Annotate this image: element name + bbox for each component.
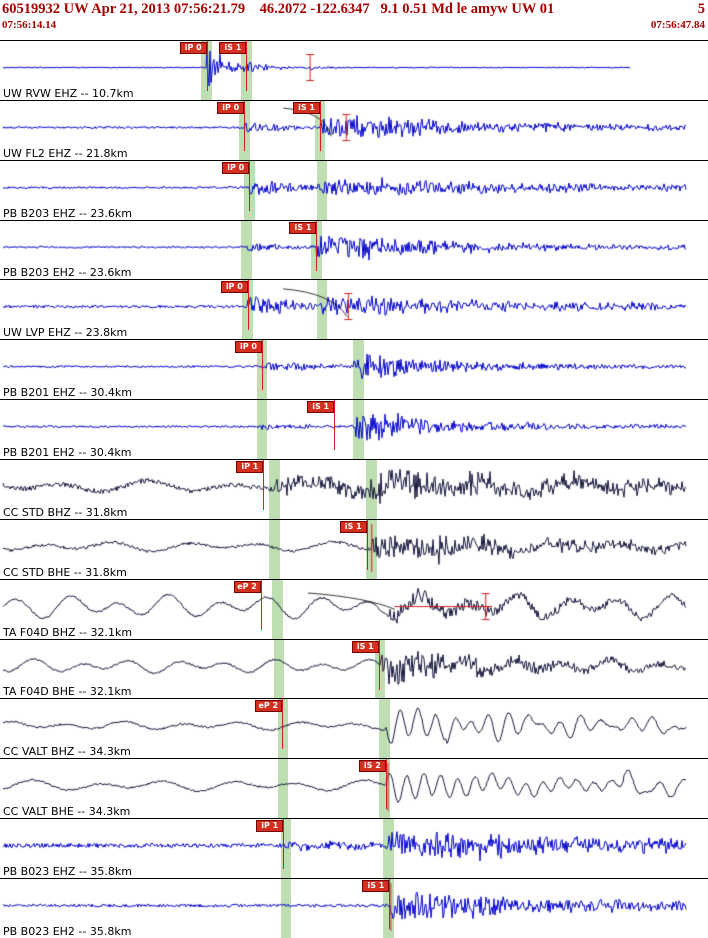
pick-time-line[interactable]: [378, 639, 380, 690]
trace-row[interactable]: TA F04D BHE -- 32.1km iS 1: [0, 639, 708, 700]
event-flag: 5: [697, 1, 705, 17]
pick-time-line[interactable]: [247, 280, 249, 331]
trace-row[interactable]: CC STD BHZ -- 31.8km iP 1: [0, 460, 708, 520]
waveform-canvas[interactable]: [0, 280, 708, 340]
event-header: 60519932 UW Apr 21, 2013 07:56:21.79 46.…: [0, 0, 708, 41]
trace-row[interactable]: CC VALT BHZ -- 34.3km eP 2: [0, 699, 708, 760]
trace-list: UW RVW EHZ -- 10.7km iP 0 iS 1 UW FL2 EHZ…: [0, 41, 708, 938]
trace-row[interactable]: UW LVP EHZ -- 23.8km iP 0: [0, 280, 708, 341]
channel-label: TA F04D BHZ -- 32.1km: [3, 625, 133, 639]
waveform-canvas[interactable]: [0, 699, 708, 759]
trace-row[interactable]: PB B201 EH2 -- 30.4km iS 1: [0, 400, 708, 461]
trace-row[interactable]: PB B201 EHZ -- 30.4km iP 0: [0, 340, 708, 401]
channel-label: UW LVP EHZ -- 23.8km: [3, 326, 128, 340]
pick-label-box[interactable]: iS 1: [219, 42, 247, 54]
trace-row[interactable]: PB B023 EH2 -- 35.8km iS 1: [0, 879, 708, 938]
event-summary-line: 60519932 UW Apr 21, 2013 07:56:21.79 46.…: [2, 1, 705, 18]
channel-label: CC VALT BHE -- 34.3km: [3, 805, 131, 819]
channel-label: PB B201 EHZ -- 30.4km: [3, 386, 132, 400]
time-window-line: 07:56:14.14 07:56:47.84: [2, 19, 705, 31]
trace-row[interactable]: TA F04D BHZ -- 32.1km eP 2: [0, 579, 708, 640]
window-start-time: 07:56:14.14: [2, 19, 57, 31]
pick-label-box[interactable]: iS 1: [307, 401, 335, 414]
channel-label: PB B023 EH2 -- 35.8km: [3, 924, 132, 938]
pick-label-box[interactable]: iP 0: [222, 161, 250, 174]
channel-label: UW FL2 EHZ -- 21.8km: [3, 146, 128, 160]
trace-row[interactable]: PB B203 EH2 -- 23.6km iS 1: [0, 220, 708, 281]
pick-label-box[interactable]: iP 0: [179, 42, 207, 54]
event-summary: 60519932 UW Apr 21, 2013 07:56:21.79 46.…: [2, 1, 555, 17]
waveform-canvas[interactable]: [0, 340, 708, 400]
pick-label-box[interactable]: iP 0: [234, 341, 262, 354]
waveform-canvas[interactable]: [0, 400, 708, 460]
pick-time-line[interactable]: [334, 400, 336, 451]
trace-row[interactable]: CC VALT BHE -- 34.3km iS 2: [0, 759, 708, 820]
trace-row[interactable]: PB B203 EHZ -- 23.6km iP 0: [0, 160, 708, 221]
channel-label: CC VALT BHZ -- 34.3km: [3, 745, 131, 759]
pick-time-line[interactable]: [385, 759, 387, 810]
waveform-canvas[interactable]: [0, 220, 708, 280]
pick-label-box[interactable]: iS 1: [289, 221, 317, 234]
channel-label: PB B203 EHZ -- 23.6km: [3, 206, 132, 220]
pick-label-box[interactable]: iS 1: [362, 880, 390, 893]
waveform-canvas[interactable]: [0, 460, 708, 519]
pick-label-box[interactable]: iS 1: [351, 640, 379, 653]
trace-row[interactable]: PB B023 EHZ -- 35.8km iP 1: [0, 819, 708, 880]
pick-label-box[interactable]: iS 1: [339, 520, 367, 533]
window-end-time: 07:56:47.84: [650, 19, 705, 31]
channel-label: CC STD BHZ -- 31.8km: [3, 505, 128, 519]
pick-time-line[interactable]: [263, 460, 265, 511]
pick-time-line[interactable]: [246, 41, 248, 91]
waveform-canvas[interactable]: [0, 879, 708, 938]
waveform-canvas[interactable]: [0, 100, 708, 160]
channel-label: UW RVW EHZ -- 10.7km: [3, 86, 134, 100]
waveform-canvas[interactable]: [0, 41, 708, 100]
pick-time-line[interactable]: [283, 819, 285, 870]
pick-label-box[interactable]: iP 0: [217, 101, 245, 114]
waveform-canvas[interactable]: [0, 819, 708, 879]
pick-time-line[interactable]: [249, 160, 251, 211]
pick-time-line[interactable]: [316, 220, 318, 271]
channel-label: TA F04D BHE -- 32.1km: [3, 685, 132, 699]
pick-label-box[interactable]: iP 1: [256, 820, 284, 833]
trace-row[interactable]: UW RVW EHZ -- 10.7km iP 0 iS 1: [0, 41, 708, 101]
channel-label: PB B203 EH2 -- 23.6km: [3, 266, 132, 280]
pick-label-box[interactable]: iS 1: [293, 101, 321, 114]
pick-time-line[interactable]: [260, 579, 262, 630]
waveform-canvas[interactable]: [0, 759, 708, 819]
pick-time-line[interactable]: [281, 699, 283, 750]
pick-time-line[interactable]: [389, 879, 391, 930]
pick-label-box[interactable]: iS 2: [358, 760, 386, 773]
waveform-canvas[interactable]: [0, 579, 708, 639]
channel-label: PB B023 EHZ -- 35.8km: [3, 865, 132, 879]
pick-time-line[interactable]: [206, 41, 208, 91]
trace-row[interactable]: CC STD BHE -- 31.8km iS 1: [0, 519, 708, 580]
trace-row[interactable]: UW FL2 EHZ -- 21.8km iP 0 iS 1: [0, 100, 708, 161]
channel-label: CC STD BHE -- 31.8km: [3, 565, 127, 579]
waveform-canvas[interactable]: [0, 160, 708, 220]
pick-label-box[interactable]: iP 0: [220, 281, 248, 294]
pick-label-box[interactable]: iP 1: [236, 461, 264, 474]
pick-time-line[interactable]: [244, 100, 246, 151]
pick-time-line[interactable]: [261, 340, 263, 391]
channel-label: PB B201 EH2 -- 30.4km: [3, 446, 132, 460]
pick-label-box[interactable]: eP 2: [254, 700, 282, 713]
pick-label-box[interactable]: eP 2: [233, 580, 261, 593]
pick-time-line[interactable]: [320, 100, 322, 151]
pick-time-line[interactable]: [366, 519, 368, 570]
